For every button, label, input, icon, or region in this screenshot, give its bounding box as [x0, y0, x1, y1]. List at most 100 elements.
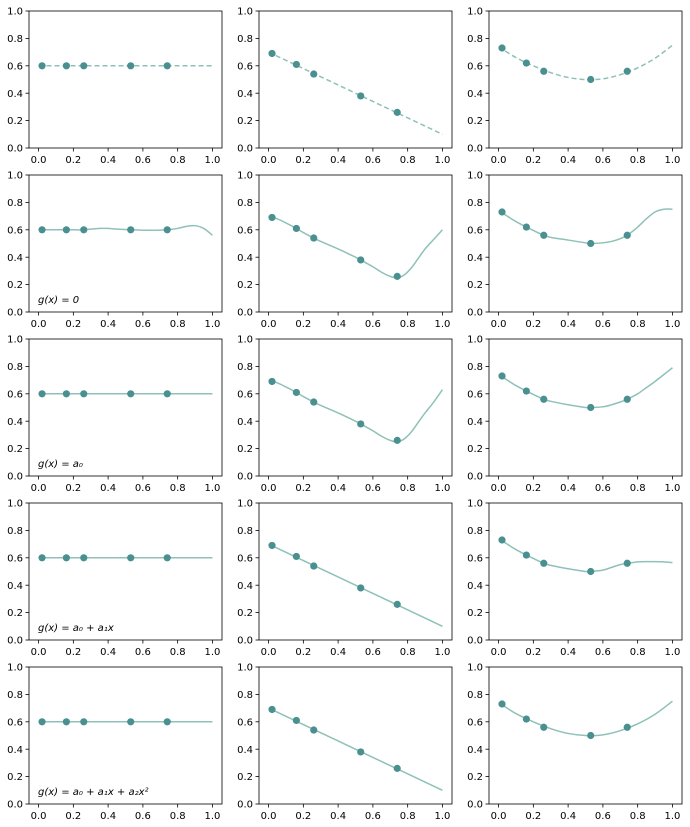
x-tick-label: 0.6: [595, 319, 611, 330]
data-point: [522, 715, 530, 723]
axes-frame: [488, 502, 683, 641]
y-tick-label: 0.2: [237, 772, 253, 783]
x-tick-label: 0.6: [595, 647, 611, 658]
y-tick-label: 0.8: [237, 34, 253, 45]
x-tick-label: 0.8: [400, 647, 416, 658]
x-tick-label: 0.2: [295, 155, 311, 166]
y-tick-label: 0.2: [7, 116, 23, 127]
y-tick-label: 0.0: [237, 472, 253, 483]
data-point: [540, 231, 548, 239]
x-tick-label: 0.4: [330, 319, 346, 330]
x-tick-label: 0.6: [595, 155, 611, 166]
data-point: [623, 395, 631, 403]
y-tick-label: 0.4: [237, 253, 253, 264]
y-tick-label: 1.0: [7, 7, 23, 18]
data-point: [357, 256, 365, 264]
y-tick-label: 0.0: [237, 308, 253, 319]
y-tick-label: 0.0: [467, 144, 483, 155]
x-tick-label: 0.2: [295, 811, 311, 822]
data-point: [268, 705, 276, 714]
data-point: [38, 390, 46, 398]
data-point: [38, 226, 46, 234]
y-tick-label: 0.8: [7, 34, 23, 45]
y-tick-label: 0.8: [7, 198, 23, 209]
x-tick-label: 0.0: [261, 483, 277, 494]
y-tick-label: 1.0: [237, 335, 253, 346]
subplot-r2-c1: 0.0 0.2 0.4 0.6 0.8 1.0 0.0 0.2 0.4 0.6 0.8 1.0: [237, 335, 453, 494]
x-tick-label: 0.0: [261, 647, 277, 658]
data-point: [522, 387, 530, 395]
y-tick-label: 1.0: [467, 499, 483, 510]
data-point: [623, 67, 631, 75]
x-tick-label: 0.4: [100, 155, 116, 166]
y-tick-label: 0.8: [467, 198, 483, 209]
x-tick-label: 0.2: [525, 155, 541, 166]
data-point: [623, 723, 631, 731]
y-tick-label: 0.0: [467, 800, 483, 811]
y-tick-label: 0.6: [237, 61, 253, 72]
subplot-r1-c1: 0.0 0.2 0.4 0.6 0.8 1.0 0.0 0.2 0.4 0.6 0.8 1.0: [237, 171, 453, 330]
data-point: [498, 208, 506, 216]
subplot-r2-c0: 0.0 0.2 0.4 0.6 0.8 1.0 0.0 0.2 0.4 0.6 0.8 1.0 g(x)…: [7, 335, 223, 494]
x-tick-label: 0.0: [31, 483, 47, 494]
x-tick-label: 0.8: [630, 319, 646, 330]
y-tick-label: 1.0: [7, 663, 23, 674]
y-tick-label: 0.6: [467, 553, 483, 564]
series-curve: [268, 543, 443, 627]
y-tick-label: 0.8: [7, 362, 23, 373]
y-tick-label: 0.6: [237, 389, 253, 400]
y-tick-label: 1.0: [237, 499, 253, 510]
axes-frame: [488, 666, 683, 805]
y-tick-label: 0.4: [7, 89, 23, 100]
x-tick-label: 0.8: [400, 319, 416, 330]
x-tick-label: 0.4: [100, 319, 116, 330]
data-point: [393, 600, 401, 608]
data-point: [163, 718, 171, 726]
y-tick-label: 0.6: [237, 225, 253, 236]
x-tick-label: 0.6: [365, 155, 381, 166]
x-tick-label: 0.6: [365, 483, 381, 494]
y-tick-label: 0.4: [237, 745, 253, 756]
data-point: [292, 552, 300, 561]
subplot-r3-c0: 0.0 0.2 0.4 0.6 0.8 1.0 0.0 0.2 0.4 0.6 0.8 1.0 g(x)…: [7, 499, 223, 658]
axes-frame: [28, 502, 223, 641]
y-tick-label: 0.0: [467, 308, 483, 319]
data-point: [310, 234, 318, 242]
y-tick-label: 0.0: [7, 144, 23, 155]
y-tick-label: 0.6: [467, 61, 483, 72]
y-tick-label: 1.0: [7, 171, 23, 182]
axes-frame: [258, 338, 453, 477]
y-tick-label: 0.2: [467, 608, 483, 619]
data-point: [268, 213, 276, 222]
x-tick-label: 1.0: [664, 319, 680, 330]
y-tick-label: 0.2: [467, 280, 483, 291]
x-tick-label: 0.6: [595, 483, 611, 494]
axes-frame: [28, 10, 223, 149]
x-tick-label: 0.4: [560, 483, 576, 494]
x-tick-label: 0.6: [365, 811, 381, 822]
data-point: [292, 224, 300, 233]
y-tick-label: 0.4: [7, 417, 23, 428]
y-tick-label: 0.8: [467, 362, 483, 373]
x-tick-label: 0.2: [65, 483, 81, 494]
y-tick-label: 0.6: [467, 717, 483, 728]
x-tick-label: 0.2: [65, 155, 81, 166]
model-annotation: g(x) = a₀ + a₁x + a₂x²: [38, 787, 149, 798]
x-tick-label: 0.6: [135, 319, 151, 330]
y-tick-label: 0.4: [467, 253, 483, 264]
data-point: [127, 62, 135, 70]
x-tick-label: 0.4: [330, 155, 346, 166]
data-point: [127, 226, 135, 234]
x-tick-label: 0.8: [170, 319, 186, 330]
x-tick-label: 0.4: [330, 811, 346, 822]
x-tick-label: 1.0: [664, 483, 680, 494]
x-tick-label: 0.8: [630, 483, 646, 494]
data-point: [498, 372, 506, 380]
y-tick-label: 0.8: [467, 690, 483, 701]
data-point: [38, 62, 46, 70]
x-tick-label: 1.0: [664, 811, 680, 822]
x-tick-label: 0.6: [135, 155, 151, 166]
axes-frame: [258, 502, 453, 641]
subplot-r0-c2: 0.0 0.2 0.4 0.6 0.8 1.0 0.0 0.2 0.4 0.6 0.8 1.0: [467, 7, 683, 166]
x-tick-label: 0.2: [295, 319, 311, 330]
